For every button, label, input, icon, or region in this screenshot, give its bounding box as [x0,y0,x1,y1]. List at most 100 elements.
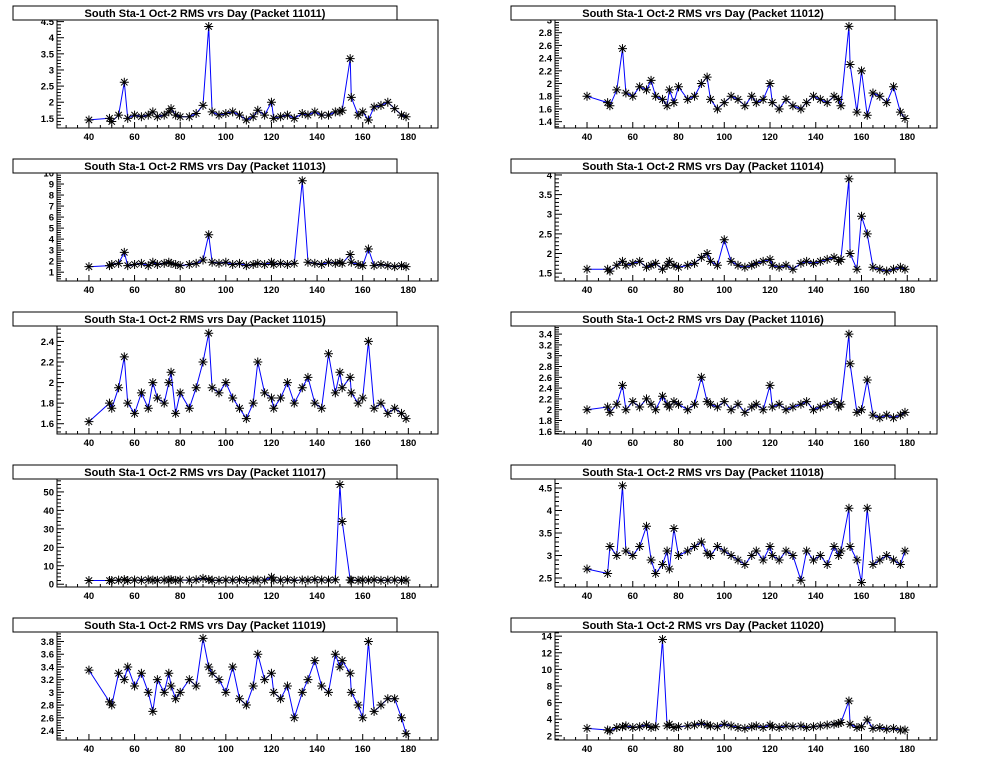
x-tick-label: 60 [627,438,638,449]
x-tick-label: 180 [899,438,915,449]
data-point [767,722,777,732]
data-point [669,98,679,108]
data-point [719,397,729,407]
y-tick-label: 0 [49,580,54,591]
data-point [353,398,363,408]
y-tick-label: 2.8 [539,28,552,39]
data-point [683,94,693,104]
data-point [207,383,217,393]
data-point [758,256,768,266]
data-point [104,261,114,271]
data-point [857,722,867,732]
data-point [788,551,798,560]
data-point [228,259,238,269]
data-point [248,112,258,122]
y-tick-label: 1.6 [539,104,552,115]
data-point [214,258,224,268]
title-box [510,5,896,21]
plot-frame [554,478,938,588]
data-point [815,94,825,104]
data-point [303,372,313,382]
data-point [740,560,750,569]
data-point [862,110,872,120]
data-point [184,259,194,269]
data-point [317,110,327,120]
data-point [260,388,270,398]
data-point [369,261,379,271]
data-point [383,97,393,107]
data-point [875,413,885,423]
x-tick-label: 120 [264,285,280,296]
x-tick-label: 100 [218,285,234,296]
data-point [276,575,286,585]
data-point [900,546,910,556]
data-point [363,244,373,254]
data-point [353,700,363,710]
chart-title: South Sta-1 Oct-2 RMS vrs Day (Packet 11… [582,620,824,632]
data-point [646,723,656,733]
data-point [171,408,181,418]
data-point [815,551,825,560]
data-point [726,721,736,731]
data-point [164,575,174,585]
data-point [119,352,129,362]
data-point [104,697,114,707]
x-tick-label: 160 [854,285,870,296]
x-tick-label: 80 [175,285,186,296]
data-point [733,399,743,409]
data-point [148,575,158,585]
x-tick-label: 80 [673,132,684,143]
data-point [221,257,231,267]
data-point [882,98,892,108]
x-tick-label: 100 [218,132,234,143]
data-point [130,681,140,691]
data-point [221,575,231,585]
panel-5: 40 60 80 100 120 140 160 180 1.6 1.8 2 2.2 2.4 South … [12,311,439,449]
data-point [641,262,651,272]
data-point [191,383,201,393]
data-point [207,257,217,267]
x-tick-label: 160 [355,744,371,755]
data-point [582,264,592,274]
data-point [605,726,615,736]
y-tick-label: 3.5 [539,529,553,540]
data-point [228,393,238,403]
data-point [241,261,251,271]
data-point [260,675,270,685]
x-tick-label: 40 [84,744,95,755]
data-point [758,723,768,733]
data-point [751,399,761,409]
data-point [781,260,791,270]
data-point [330,575,340,585]
data-point [184,675,194,685]
data-point [822,254,832,264]
data-point [829,252,839,262]
data-point [346,687,356,697]
x-tick-label: 140 [808,132,824,143]
data-point [889,82,899,92]
data-point [337,516,347,526]
data-point [171,694,181,704]
chart-title: South Sta-1 Oct-2 RMS vrs Day (Packet 11… [582,161,824,173]
data-point [882,724,892,734]
y-tick-label: 1.8 [539,92,552,103]
data-point [166,258,176,268]
data-point [683,721,693,731]
data-point [765,542,775,551]
data-point [900,725,910,735]
data-point [683,260,693,270]
data-point [358,261,368,271]
title-box [12,464,398,480]
y-tick-label: 3.4 [539,330,553,341]
data-point [282,681,292,691]
data-point [253,575,263,585]
title-box [12,158,398,174]
y-tick-label: 9 [49,180,54,191]
data-point [198,633,208,643]
data-point [815,721,825,731]
data-point [148,706,158,716]
data-point [875,264,885,274]
data-point [617,722,627,732]
data-point [740,407,750,417]
y-tick-label: 50 [43,487,54,498]
